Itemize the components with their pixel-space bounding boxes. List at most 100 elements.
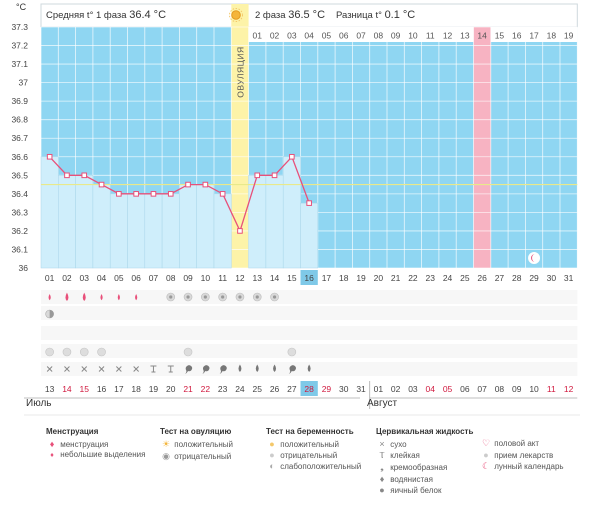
symbol-row-band [41, 344, 578, 358]
sticky-icon: Ⲧ [379, 450, 385, 460]
cycle-day-label: 27 [495, 273, 505, 283]
calendar-date-label: 08 [495, 384, 505, 394]
y-tick-label: 37.3 [11, 22, 28, 32]
legend-other: ♡ половой акт ● прием лекарств ☾ лунный … [480, 438, 564, 472]
ovulation-test-negative-dot [255, 295, 259, 299]
cycle-day-label: 01 [45, 273, 55, 283]
y-unit-label: °C [16, 2, 27, 12]
calendar-date-label: 27 [287, 384, 297, 394]
orange-circle-icon: ● [269, 439, 275, 449]
cycle-day-label: 05 [114, 273, 124, 283]
y-tick-label: 36.2 [11, 226, 28, 236]
legend-pregnancy-test: Тест на беременность ● положительный ● о… [266, 427, 361, 471]
calendar-date-label: 28 [304, 384, 314, 394]
medication-icon [62, 347, 72, 357]
cycle-day-label: 04 [97, 273, 107, 283]
calendar-date-label: 19 [149, 384, 159, 394]
y-tick-label: 37.2 [11, 41, 28, 51]
temperature-bar [109, 193, 128, 269]
phase2-day-label: 15 [495, 31, 505, 41]
legend-item-pregnancy-positive: ● положительный [266, 439, 361, 449]
heart-icon: ♡ [481, 438, 491, 448]
calendar-date-label: 12 [564, 384, 574, 394]
legend-cervical-fluid: Цервикальная жидкость × сухо Ⲧ клейкая ❟… [376, 427, 473, 495]
phase2-value: 36.5 °C [288, 9, 326, 21]
ovulation-test-negative-dot [272, 295, 277, 299]
half-circle-icon: ◐ [269, 461, 275, 471]
cross-icon: × [379, 439, 385, 449]
cycle-day-label: 29 [529, 273, 539, 283]
creamy-icon [202, 365, 210, 374]
sticky-icon [167, 365, 174, 373]
phase2-label: 2 фаза [255, 10, 286, 21]
phase2-day-label: 18 [547, 31, 557, 41]
cycle-day-label: 08 [166, 273, 176, 283]
calendar-date-label: 11 [547, 384, 556, 394]
legend-item-egg-white: ● яичный белок [376, 485, 473, 495]
sun-icon: ☀ [161, 439, 171, 449]
temperature-bar [127, 193, 146, 269]
calendar-date-label: 20 [166, 384, 176, 394]
menstruation-drop-icon [135, 294, 138, 301]
medication-icon [287, 347, 297, 357]
calendar-date-label: 31 [356, 384, 366, 394]
temperature-bar [300, 202, 319, 269]
egg-white-icon: ● [379, 485, 385, 495]
y-tick-label: 37 [19, 78, 29, 88]
legend-cervical-title: Цервикальная жидкость [376, 427, 474, 436]
calendar-date-label: 25 [253, 384, 263, 394]
legend-item-lunar: ☾ лунный календарь [481, 461, 564, 471]
legend-ovulation-title: Тест на овуляцию [160, 427, 232, 436]
legend-ovulation-test: Тест на овуляцию ☀ положительный ◉ отриц… [160, 427, 233, 462]
legend-item-ovulation-negative: ◉ отрицательный [160, 451, 233, 462]
watery-drop-icon [307, 364, 311, 372]
temperature-point [81, 172, 88, 179]
calendar-date-label: 21 [183, 384, 193, 394]
temperature-bar [58, 175, 76, 269]
cycle-day-label: 07 [149, 273, 159, 283]
y-tick-label: 36 [19, 263, 29, 273]
cycle-day-label: 17 [322, 273, 332, 283]
moon-icon-bg [528, 252, 541, 264]
calendar-date-label: 15 [80, 384, 90, 394]
temperature-point [202, 181, 209, 188]
temperature-point [133, 191, 139, 197]
legend-item-ovulation-positive: ☀ положительный [161, 439, 234, 449]
phase2-day-label: 04 [304, 31, 314, 41]
phase2-day-label: 06 [339, 31, 349, 41]
gray-sun-icon: ◉ [162, 451, 170, 461]
phase2-day-label: 09 [391, 31, 401, 41]
calendar-date-label: 24 [235, 384, 245, 394]
drop-icon: ♦ [49, 439, 55, 449]
calendar-date-label: 01 [374, 384, 384, 394]
cross-icon [133, 366, 140, 372]
temperature-bar [161, 193, 180, 269]
legend-item-spotting: ♦ небольшие выделения [46, 450, 145, 459]
calendar-date-label: 23 [218, 384, 228, 394]
calendar-date-label: 13 [45, 384, 55, 394]
phase1-label: Средняя t° 1 фаза [46, 10, 127, 21]
phase2-day-label: 16 [512, 31, 522, 41]
phase2-day-label: 05 [322, 31, 332, 41]
legend-pregnancy-title: Тест на беременность [266, 427, 354, 436]
cycle-day-label: 16 [304, 273, 314, 283]
legend-item-menstruation: ♦ менструация [46, 439, 145, 449]
phase2-day-label: 13 [460, 31, 470, 41]
calendar-date-label: 10 [529, 384, 539, 394]
cycle-day-label: 15 [287, 273, 297, 283]
moon-icon [531, 254, 536, 262]
pill-icon: ● [483, 450, 489, 460]
y-tick-label: 36.3 [11, 207, 28, 217]
temperature-point [237, 228, 243, 234]
cross-icon [46, 366, 53, 372]
medication-icon [183, 347, 193, 357]
phase2-day-label: 01 [253, 31, 263, 41]
calendar-date-label: 26 [270, 384, 280, 394]
temperature-bar [92, 184, 111, 269]
pregnancy-test-weak-half [49, 310, 54, 318]
phase2-day-label: 03 [287, 31, 297, 41]
sticky-icon [150, 365, 157, 373]
legend-item-dry: × сухо [376, 439, 473, 449]
cycle-day-label: 06 [131, 273, 141, 283]
